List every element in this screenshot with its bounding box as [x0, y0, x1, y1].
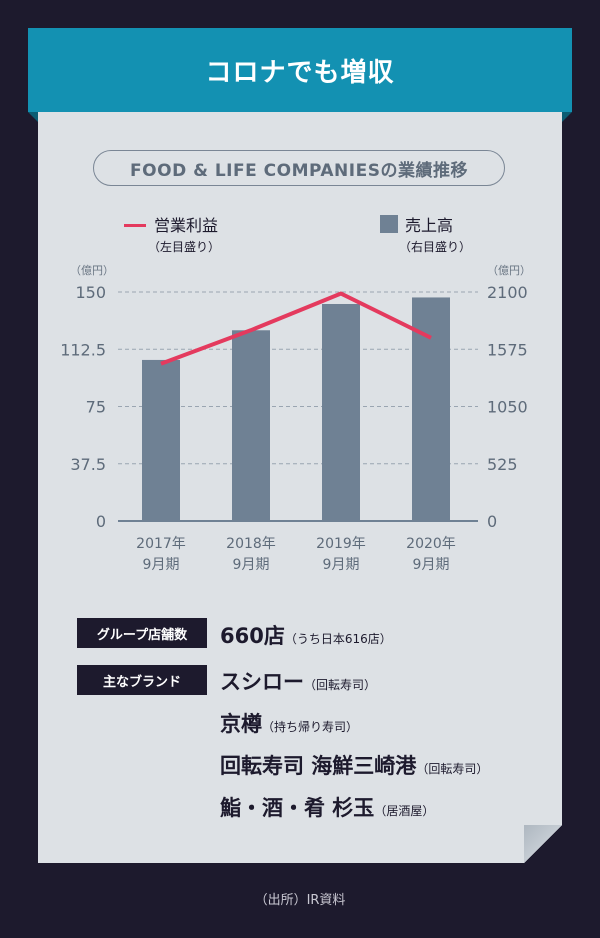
right-tick-label: 0: [487, 512, 497, 531]
legend-bar-swatch: [380, 215, 398, 233]
brand-note: （回転寿司）: [416, 762, 489, 776]
legend-line-swatch: [124, 224, 146, 227]
x-tick-label: 9月期: [143, 557, 180, 573]
title-banner: コロナでも増収: [28, 28, 572, 112]
legend-bar-sub: （右目盛り）: [399, 240, 472, 254]
stores-note: （うち日本616店）: [284, 632, 392, 646]
stores-value: 660店: [220, 624, 285, 648]
x-tick-label: 2020年: [406, 536, 456, 552]
brand-name: 回転寿司 海鮮三崎港: [220, 754, 417, 778]
brand-item: 鮨・酒・肴 杉玉（居酒屋）: [220, 792, 434, 822]
x-tick-label: 2018年: [226, 536, 276, 552]
brand-item: スシロー（回転寿司）: [220, 666, 376, 696]
bar: [142, 359, 180, 521]
right-tick-label: 525: [487, 455, 518, 474]
x-tick-label: 2019年: [316, 536, 366, 552]
brand-note: （持ち帰り寿司）: [262, 720, 359, 734]
brand-name: スシロー: [220, 670, 304, 694]
bar: [322, 303, 360, 521]
right-tick-label: 2100: [487, 283, 528, 302]
right-axis-unit: （億円）: [487, 264, 531, 277]
left-tick-label: 150: [75, 283, 106, 302]
chart-title-pill: FOOD & LIFE COMPANIESの業績推移: [93, 150, 505, 186]
content-card: [38, 112, 562, 863]
banner-fold-left: [28, 112, 38, 122]
banner-fold-right: [562, 112, 572, 122]
brand-item: 回転寿司 海鮮三崎港（回転寿司）: [220, 750, 488, 780]
brand-note: （回転寿司）: [304, 678, 377, 692]
left-tick-label: 75: [86, 398, 106, 417]
left-axis-unit: （億円）: [70, 264, 114, 277]
brand-item: 京樽（持ち帰り寿司）: [220, 708, 358, 738]
source-note: （出所）IR資料: [254, 893, 346, 908]
chart-svg: 0 0 37.5 525 75 1050 112.5 1575 150 2100 2017年 9月期 2…: [60, 264, 531, 573]
left-tick-label: 37.5: [70, 455, 106, 474]
brand-note: （居酒屋）: [374, 804, 435, 818]
legend-bar-name: 売上高: [405, 216, 454, 235]
brands-tag: 主なブランド: [77, 665, 207, 695]
right-tick-label: 1050: [487, 398, 528, 417]
left-tick-label: 112.5: [60, 340, 106, 359]
legend-bar: 売上高 （右目盛り）: [399, 212, 471, 255]
right-tick-label: 1575: [487, 340, 528, 359]
stores-line: 660店（うち日本616店）: [220, 620, 392, 650]
stores-tag: グループ店舗数: [77, 618, 207, 648]
bar: [232, 330, 270, 521]
chart-title: FOOD & LIFE COMPANIESの業績推移: [130, 160, 468, 181]
legend-line-name: 営業利益: [154, 216, 219, 235]
banner-title: コロナでも増収: [205, 57, 395, 88]
brand-name: 鮨・酒・肴 杉玉: [220, 796, 375, 820]
x-tick-label: 9月期: [413, 557, 450, 573]
legend-line-sub: （左目盛り）: [148, 240, 221, 254]
brand-name: 京樽: [220, 712, 262, 736]
card-corner-fold: [524, 825, 562, 863]
legend-line: 営業利益 （左目盛り）: [148, 212, 220, 255]
bar: [412, 297, 450, 521]
series-line: [160, 291, 432, 366]
left-tick-label: 0: [96, 512, 106, 531]
x-tick-label: 9月期: [233, 557, 270, 573]
x-tick-label: 9月期: [323, 557, 360, 573]
x-tick-label: 2017年: [136, 536, 186, 552]
